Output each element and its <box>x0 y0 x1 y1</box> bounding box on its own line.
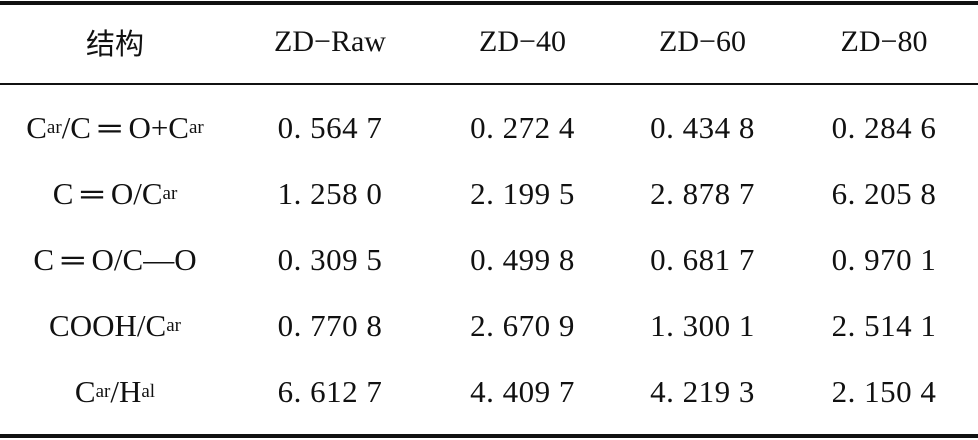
table-header-rule <box>0 83 978 85</box>
value-cell: 0. 309 5 <box>277 242 383 277</box>
value-cell: 6. 612 7 <box>277 374 383 409</box>
header-zd-80: ZD−80 <box>840 25 928 58</box>
value-cell: 2. 150 4 <box>831 374 937 409</box>
value-cell: 0. 284 6 <box>831 110 937 145</box>
value-cell: 2. 199 5 <box>470 176 575 211</box>
table-header-row: 结构 ZD−Raw ZD−40 ZD−60 ZD−80 <box>0 12 978 72</box>
value-cell: 0. 681 7 <box>650 242 755 277</box>
table-top-rule <box>0 1 978 5</box>
table-row: C ═ O/C ar 1. 258 0 2. 199 5 2. 878 7 6. 205 … <box>0 164 978 224</box>
value-cell: 0. 770 8 <box>277 308 383 343</box>
structure-label-part: C ═ O/C—O <box>33 242 197 277</box>
structure-label-part: C <box>74 374 96 409</box>
table-bottom-rule <box>0 434 978 438</box>
value-cell: 4. 219 3 <box>650 374 755 409</box>
value-cell: 6. 205 8 <box>831 176 937 211</box>
value-cell: 0. 499 8 <box>470 242 575 277</box>
value-cell: 0. 564 7 <box>277 110 383 145</box>
value-cell: 1. 258 0 <box>277 176 383 211</box>
header-zd-60: ZD−60 <box>659 25 746 58</box>
value-cell: 2. 670 9 <box>470 308 575 343</box>
structure-label-part: C ═ O/C <box>52 176 163 211</box>
table-row: C ═ O/C—O 0. 309 5 0. 499 8 0. 681 7 0. 970 … <box>0 230 978 290</box>
structure-label-part: C <box>26 110 47 145</box>
structure-label: COOH/C ar <box>49 308 181 343</box>
header-zd-40: ZD−40 <box>479 25 566 58</box>
structure-label: C ═ O/C—O <box>0 230 230 290</box>
value-cell: 2. 878 7 <box>650 176 755 211</box>
structure-label-part: /C ═ O+C <box>61 110 189 145</box>
value-cell: 1. 300 1 <box>650 308 755 343</box>
header-structure: 结构 <box>85 27 144 61</box>
value-cell: 4. 409 7 <box>470 374 575 409</box>
value-cell: 0. 272 4 <box>470 110 575 145</box>
value-cell: 2. 514 1 <box>831 308 937 343</box>
structure-label: C ═ O/C ar <box>52 176 178 211</box>
value-cell: 0. 970 1 <box>831 242 937 277</box>
header-zd-raw: ZD−Raw <box>274 25 386 58</box>
structure-label-part: COOH/C <box>49 308 167 343</box>
structure-label-part: /H <box>110 374 142 409</box>
table-row: COOH/C ar 0. 770 8 2. 670 9 1. 300 1 2. 514 1 <box>0 296 978 356</box>
value-cell: 0. 434 8 <box>650 110 755 145</box>
